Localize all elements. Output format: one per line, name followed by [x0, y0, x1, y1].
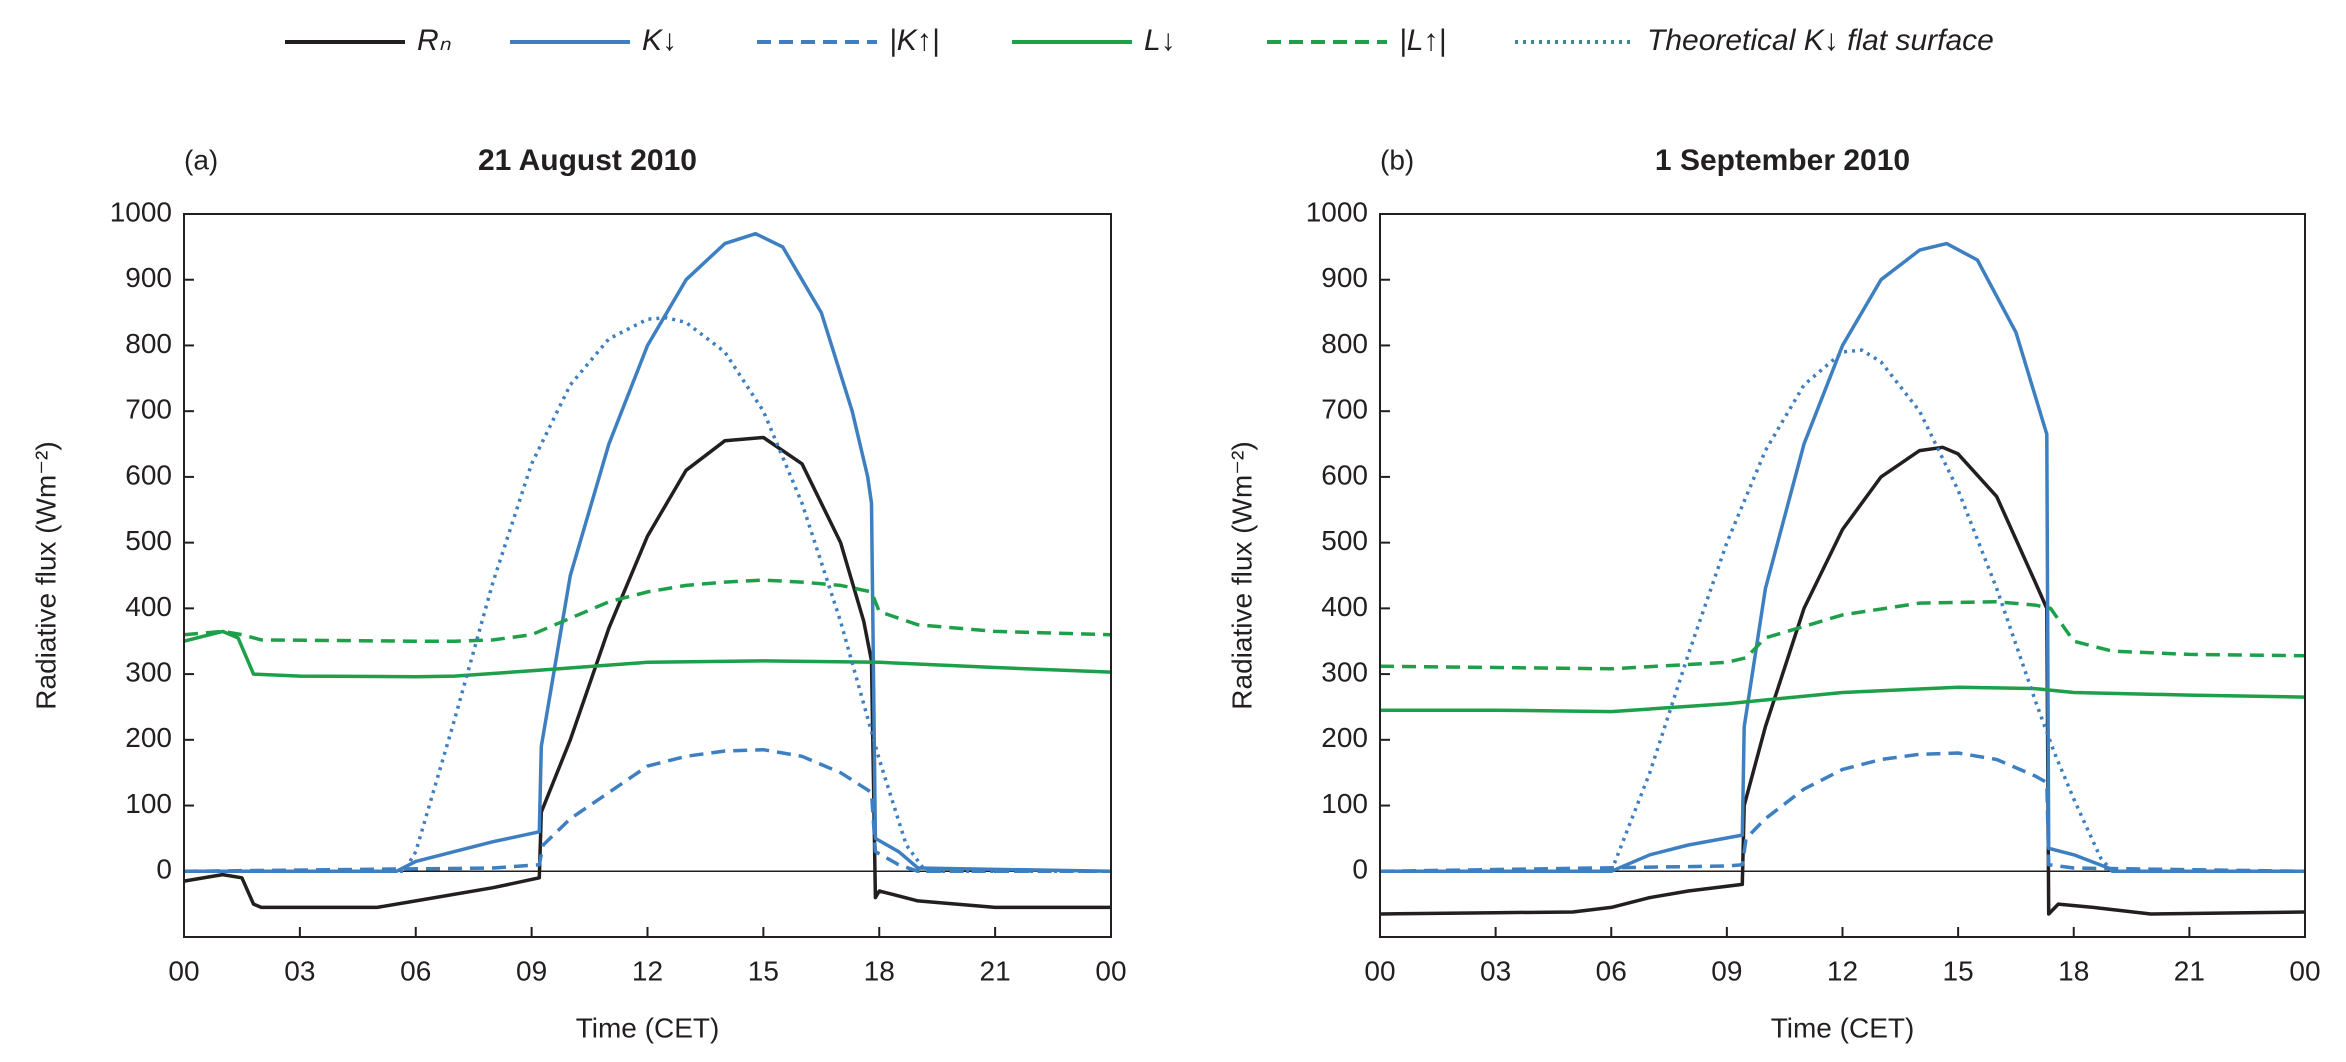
series-line [1380, 348, 2305, 874]
chart-title: 1 September 2010 [1655, 144, 1910, 177]
y-tick-label: 400 [125, 591, 172, 622]
y-tick-label: 500 [125, 525, 172, 556]
y-tick-label: 300 [125, 656, 172, 687]
x-tick-label: 15 [748, 955, 779, 986]
legend-label: L↓ [1144, 24, 1176, 57]
y-tick-label: 300 [1321, 656, 1368, 687]
series-line [183, 435, 1111, 910]
series-line [183, 629, 1112, 679]
x-tick-label: 18 [2058, 955, 2089, 986]
x-axis-label: Time (CET) [576, 1012, 720, 1043]
series-line [184, 231, 1112, 874]
series-line [1380, 685, 2306, 714]
x-tick-label: 09 [516, 955, 547, 986]
x-tick-label: 03 [284, 955, 315, 986]
legend-label: |K↑| [889, 24, 940, 57]
y-tick-label: 800 [1321, 328, 1368, 359]
series-line [1379, 445, 2306, 916]
x-tick-label: 18 [864, 955, 895, 986]
x-axis-label: Time (CET) [1771, 1012, 1915, 1043]
y-tick-label: 900 [1321, 262, 1368, 293]
y-tick-label: 1000 [1306, 196, 1368, 227]
legend-label: K↓ [642, 24, 677, 57]
panel-label: (a) [184, 144, 218, 175]
x-tick-label: 21 [2174, 955, 2205, 986]
series-line [1379, 600, 2306, 671]
x-tick-label: 00 [1095, 955, 1126, 986]
y-tick-label: 700 [1321, 394, 1368, 425]
plot-frame [183, 213, 1112, 938]
y-tick-label: 100 [125, 788, 172, 819]
series-line [183, 578, 1112, 643]
y-axis-label: Radiative flux (Wm⁻²) [1226, 441, 1257, 709]
x-tick-label: 00 [2289, 955, 2320, 986]
panel-label: (b) [1380, 144, 1414, 175]
y-tick-label: 700 [125, 394, 172, 425]
x-tick-label: 00 [168, 955, 199, 986]
legend-label: |L↑| [1399, 24, 1446, 57]
series-line [1379, 751, 2306, 874]
legend-label: Rₙ [417, 24, 452, 57]
x-tick-label: 03 [1480, 955, 1511, 986]
y-tick-label: 600 [125, 459, 172, 490]
x-tick-label: 15 [1943, 955, 1974, 986]
y-tick-label: 400 [1321, 591, 1368, 622]
y-tick-label: 100 [1321, 788, 1368, 819]
legend-label: Theoretical K↓ flat surface [1647, 24, 1994, 57]
y-tick-label: 0 [1352, 854, 1368, 885]
y-tick-label: 500 [1321, 525, 1368, 556]
series-line [184, 316, 1111, 874]
chart-title: 21 August 2010 [478, 144, 697, 177]
y-tick-label: 200 [125, 722, 172, 753]
x-tick-label: 06 [400, 955, 431, 986]
x-tick-label: 12 [1827, 955, 1858, 986]
y-axis-label: Radiative flux (Wm⁻²) [30, 441, 61, 709]
x-tick-label: 12 [632, 955, 663, 986]
y-tick-label: 800 [125, 328, 172, 359]
y-tick-label: 900 [125, 262, 172, 293]
series-line [1380, 241, 2305, 874]
y-tick-label: 1000 [110, 196, 172, 227]
x-tick-label: 09 [1711, 955, 1742, 986]
x-tick-label: 21 [980, 955, 1011, 986]
plot-frame [1379, 213, 2306, 938]
series-line [183, 747, 1111, 874]
x-tick-label: 06 [1596, 955, 1627, 986]
y-tick-label: 600 [1321, 459, 1368, 490]
y-tick-label: 200 [1321, 722, 1368, 753]
y-tick-label: 0 [156, 854, 172, 885]
x-tick-label: 00 [1364, 955, 1395, 986]
